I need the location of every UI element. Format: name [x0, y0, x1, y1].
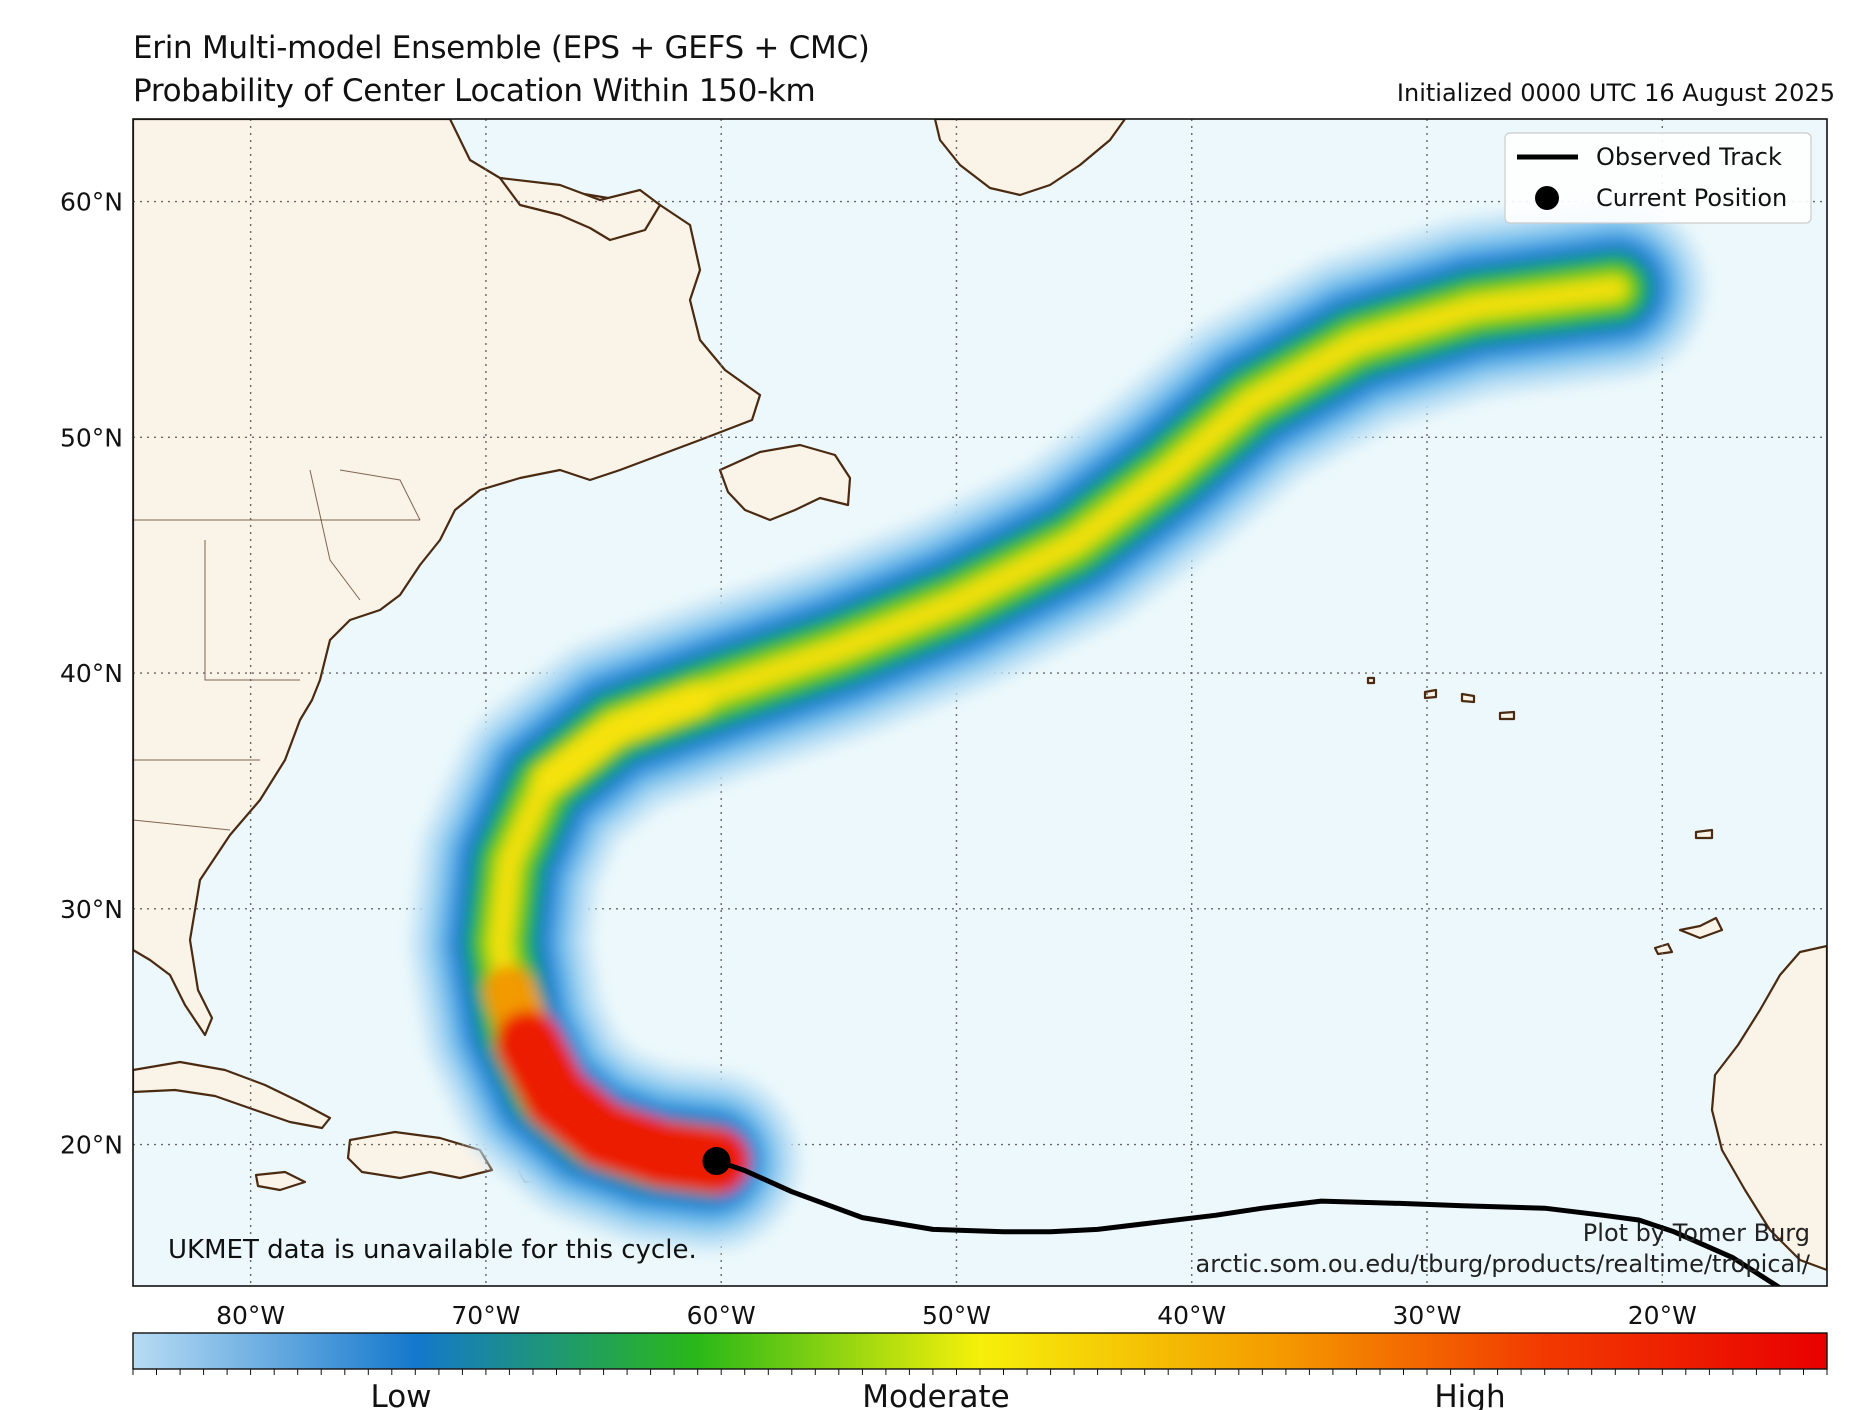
- lon-tick-label: 20°W: [1628, 1301, 1697, 1330]
- lat-tick-label: 40°N: [60, 659, 123, 688]
- lon-tick-label: 40°W: [1157, 1301, 1226, 1330]
- initialization-time: Initialized 0000 UTC 16 August 2025: [1396, 79, 1835, 107]
- bermuda-island: [1366, 676, 1376, 685]
- land-layer: [133, 119, 1827, 1272]
- greenland-tip: [933, 119, 1127, 197]
- lat-tick-label: 30°N: [60, 895, 123, 924]
- newfoundland-island: [718, 443, 852, 522]
- lat-tick-label: 60°N: [60, 188, 123, 217]
- lon-tick-label: 50°W: [922, 1301, 991, 1330]
- probability-swath: [410, 199, 1705, 1251]
- observed-track-layer: [702, 1147, 1782, 1286]
- ukmet-note: UKMET data is unavailable for this cycle…: [168, 1235, 697, 1265]
- cuba-island: [133, 1060, 332, 1130]
- legend-box: [1504, 132, 1812, 224]
- plot-credit: Plot by Tomer Burg: [1583, 1219, 1810, 1247]
- current-position-marker: [702, 1147, 731, 1176]
- north-america-landmass: [133, 119, 762, 1037]
- lon-tick-label: 70°W: [451, 1301, 520, 1330]
- colorbar-label-low: Low: [370, 1379, 431, 1410]
- canary-islands: [1653, 916, 1724, 956]
- border-line: [309, 469, 361, 601]
- lon-tick-label: 30°W: [1393, 1301, 1462, 1330]
- azores-islands: [1423, 688, 1516, 721]
- longitude-labels: 80°W 70°W 60°W 50°W 40°W 30°W 20°W: [216, 1301, 1697, 1330]
- colorbar-ticks: [132, 1369, 1828, 1375]
- map-frame: [132, 118, 1828, 1287]
- lat-tick-label: 50°N: [60, 423, 123, 452]
- africa-landmass: [1710, 944, 1827, 1272]
- madeira-island: [1694, 828, 1714, 840]
- border-line: [133, 819, 231, 831]
- colorbar-label-moderate: Moderate: [862, 1379, 1009, 1410]
- labrador-region: [498, 176, 662, 242]
- source-url: arctic.som.ou.edu/tburg/products/realtim…: [1196, 1250, 1811, 1278]
- map-legend: Observed Track Current Position: [1504, 132, 1812, 224]
- colorbar-label-high: High: [1434, 1379, 1505, 1410]
- border-line: [204, 540, 300, 681]
- latitude-labels: 60°N 50°N 40°N 30°N 20°N: [60, 188, 123, 1160]
- legend-position-marker: [1535, 186, 1559, 210]
- colorbar-gradient: [132, 1332, 1828, 1370]
- observed-track-line: [715, 1158, 1782, 1286]
- border-line: [339, 469, 421, 521]
- title-line-1: Erin Multi-model Ensemble (EPS + GEFS + …: [133, 30, 870, 66]
- probability-colorbar: Low Moderate High: [132, 1332, 1828, 1410]
- legend-observed-track-label: Observed Track: [1596, 143, 1782, 171]
- hispaniola-island: [346, 1130, 494, 1180]
- lon-tick-label: 80°W: [216, 1301, 285, 1330]
- jamaica-island: [254, 1170, 307, 1192]
- lat-tick-label: 20°N: [60, 1131, 123, 1160]
- legend-current-position-label: Current Position: [1596, 184, 1787, 212]
- lon-tick-label: 60°W: [687, 1301, 756, 1330]
- title-line-2: Probability of Center Location Within 15…: [133, 73, 816, 109]
- swath-core-red: [495, 1010, 750, 1194]
- swath-core-yellow: [532, 682, 715, 796]
